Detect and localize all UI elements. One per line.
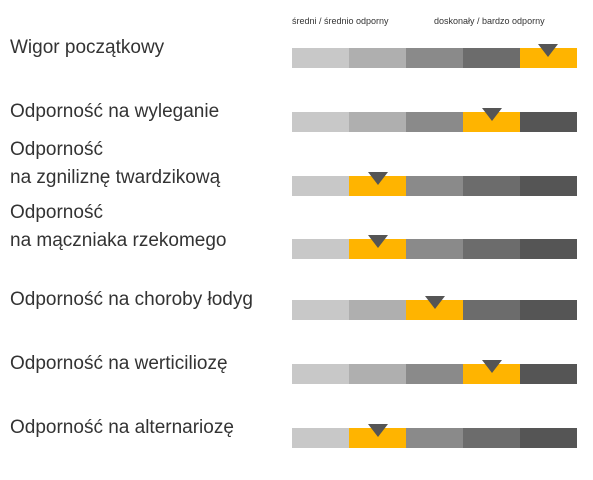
scale-high-label: doskonały / bardzo odporny (434, 16, 545, 26)
trait-label-line: na mączniaka rzekomego (10, 230, 227, 251)
rating-segment-selected (520, 48, 577, 68)
trait-label-line: Odporność na wyleganie (10, 101, 220, 122)
rating-segment (520, 239, 577, 259)
rating-marker-icon (481, 360, 502, 373)
rating-segment (292, 428, 349, 448)
rating-marker-icon (367, 424, 388, 437)
trait-label-line: Odporność na choroby łodyg (10, 289, 253, 310)
rating-segment (520, 364, 577, 384)
rating-segment (406, 48, 463, 68)
trait-label-line: Wigor początkowy (10, 37, 165, 58)
rating-marker-icon (367, 172, 388, 185)
trait-label: Odporność na werticiliozę (10, 352, 228, 376)
rating-segment (463, 48, 520, 68)
rating-segment (520, 176, 577, 196)
rating-segment-selected (463, 112, 520, 132)
rating-segment (463, 176, 520, 196)
rating-marker-icon (481, 108, 502, 121)
rating-segment (406, 239, 463, 259)
rating-segment (520, 428, 577, 448)
rating-segment (463, 300, 520, 320)
trait-label: Wigor początkowy (10, 36, 164, 60)
trait-label-line: na zgniliznę twardzikową (10, 167, 221, 188)
trait-label-line: Odporność (10, 139, 103, 160)
rating-segment-selected (349, 428, 406, 448)
rating-bar (292, 424, 577, 448)
trait-label-line: Odporność na werticiliozę (10, 353, 228, 374)
trait-label: Odporność na mączniaka rzekomego (10, 199, 227, 255)
rating-segment (292, 48, 349, 68)
trait-label: Odporność na alternariozę (10, 416, 234, 440)
rating-segment (406, 364, 463, 384)
rating-segment-selected (349, 239, 406, 259)
rating-segment (406, 112, 463, 132)
rating-segment-selected (406, 300, 463, 320)
rating-marker-icon (538, 44, 558, 57)
rating-segment (292, 176, 349, 196)
rating-segment (406, 176, 463, 196)
rating-segment (349, 300, 406, 320)
trait-label: Odporność na wyleganie (10, 100, 219, 124)
trait-label-line: Odporność (10, 202, 103, 223)
rating-segment (520, 112, 577, 132)
rating-bar (292, 172, 577, 196)
rating-segment (292, 112, 349, 132)
rating-segment (349, 112, 406, 132)
rating-segment (292, 239, 349, 259)
trait-label: Odporność na zgniliznę twardzikową (10, 136, 220, 192)
rating-bar (292, 296, 577, 320)
rating-segment (292, 364, 349, 384)
rating-segment (406, 428, 463, 448)
rating-segment (463, 428, 520, 448)
rating-bar (292, 360, 577, 384)
rating-bar (292, 235, 577, 259)
rating-segment (520, 300, 577, 320)
rating-segment (463, 239, 520, 259)
rating-bar (292, 108, 577, 132)
scale-low-label: średni / średnio odporny (292, 16, 389, 26)
rating-segment-selected (349, 176, 406, 196)
rating-segment (349, 364, 406, 384)
rating-segment (292, 300, 349, 320)
rating-scale-header: średni / średnio odporny doskonały / bar… (0, 15, 593, 29)
trait-label: Odporność na choroby łodyg (10, 288, 253, 312)
rating-marker-icon (367, 235, 388, 248)
rating-bar (292, 44, 577, 68)
rating-segment (349, 48, 406, 68)
rating-marker-icon (424, 296, 445, 309)
trait-label-line: Odporność na alternariozę (10, 417, 234, 438)
rating-segment-selected (463, 364, 520, 384)
